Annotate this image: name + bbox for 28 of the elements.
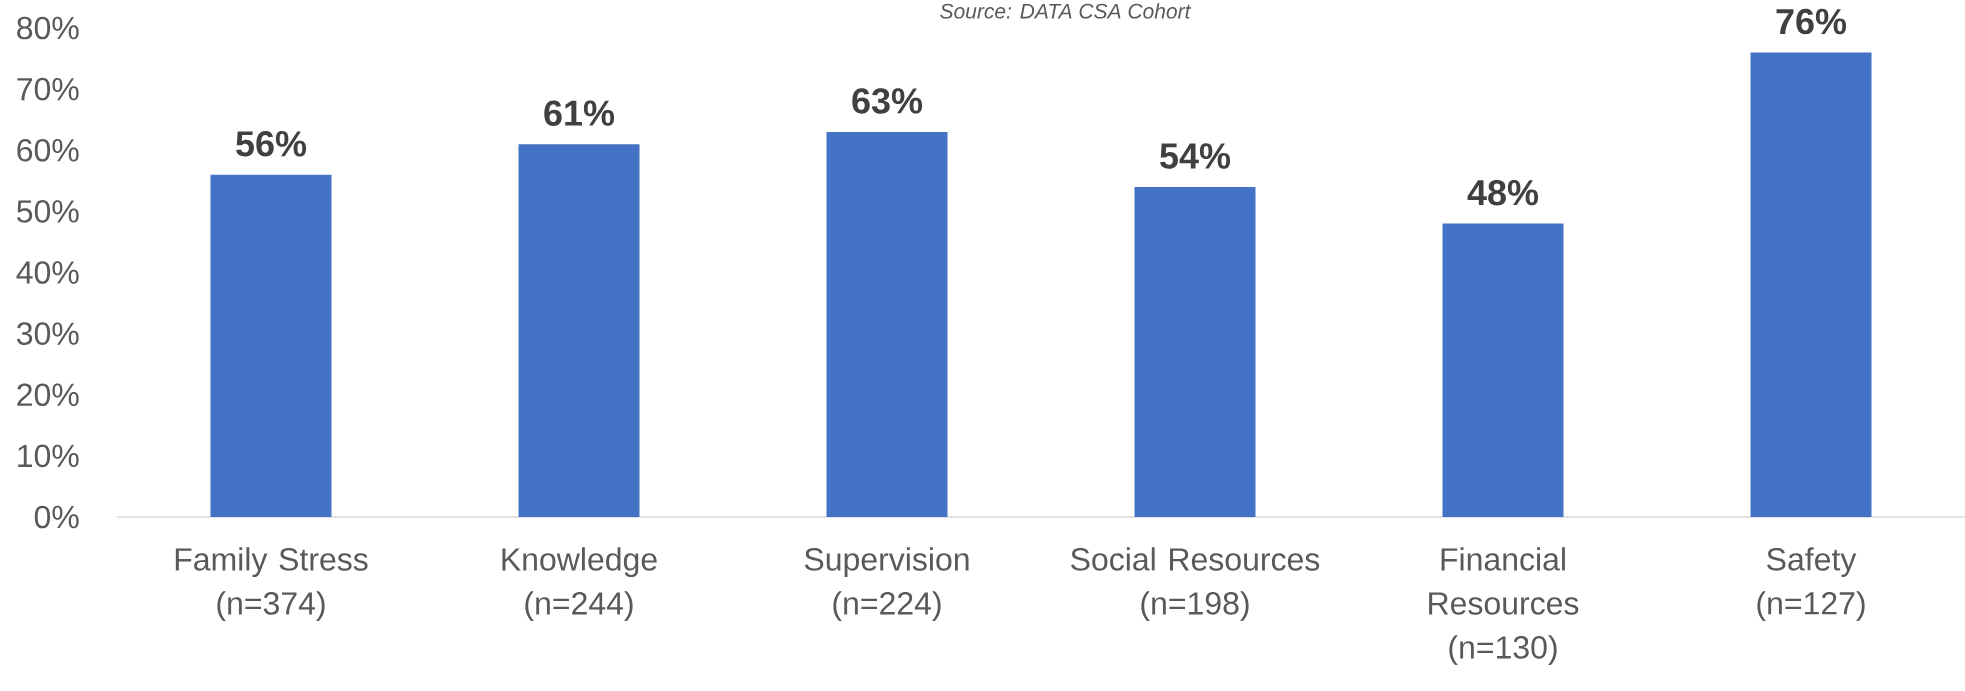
x-tick-label: Supervision (n=224) — [804, 547, 969, 622]
source-note: Source: DATA CSA Cohort — [940, 3, 1192, 19]
y-tick-label: 80% — [17, 16, 79, 40]
x-tick-label: Family Stress (n=374) — [175, 547, 368, 622]
data-label: 48% — [1467, 179, 1539, 206]
data-label: 76% — [1776, 8, 1847, 35]
y-tick-label: 50% — [17, 200, 79, 223]
x-tick-label: Financial Resources (n=130) — [1429, 547, 1579, 666]
bar — [518, 144, 640, 517]
y-tick-label: 70% — [17, 77, 79, 101]
y-tick-label: 40% — [16, 261, 79, 284]
bar — [826, 131, 948, 517]
bar — [1442, 223, 1564, 517]
data-label: 56% — [236, 131, 307, 157]
data-label: 54% — [1160, 143, 1231, 169]
bar — [210, 174, 332, 517]
y-tick-label: 20% — [17, 383, 79, 407]
x-tick-label: Safety (n=127) — [1757, 547, 1865, 621]
x-tick-label: Social Resources (n=198) — [1071, 547, 1320, 622]
bar — [1134, 186, 1256, 517]
y-tick-label: 60% — [17, 138, 79, 162]
bar — [1750, 52, 1872, 517]
data-label: 63% — [852, 88, 923, 114]
y-tick-label: 0% — [34, 505, 79, 529]
y-tick-label: 30% — [16, 322, 79, 345]
data-label: 61% — [544, 100, 615, 126]
x-tick-label: Knowledge (n=244) — [502, 547, 657, 622]
y-tick-label: 10% — [18, 444, 79, 468]
